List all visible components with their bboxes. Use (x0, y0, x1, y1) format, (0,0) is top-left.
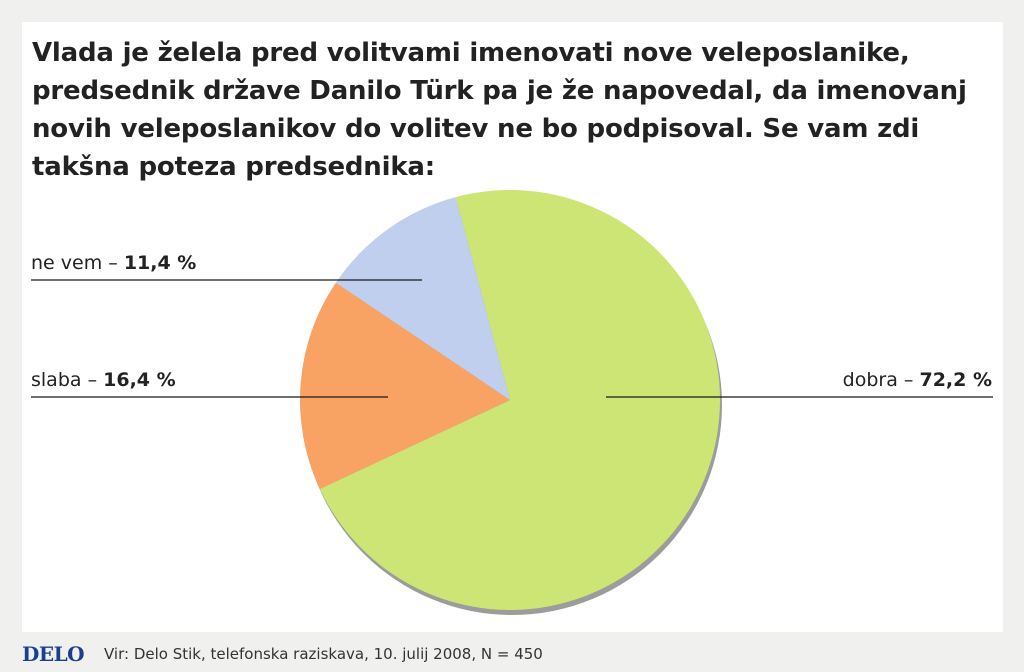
label-ne-vem: ne vem – 11,4 % (31, 252, 197, 274)
label-dobra: dobra – 72,2 % (842, 369, 992, 391)
label-slaba-name: slaba (31, 369, 82, 391)
label-dobra-value: 72,2 % (919, 369, 992, 391)
label-ne-vem-name: ne vem (31, 252, 103, 274)
source-note: Vir: Delo Stik, telefonska raziskava, 10… (104, 645, 543, 663)
label-dobra-name: dobra (842, 369, 898, 391)
pie-slice-ne-vem (335, 197, 510, 400)
pie-slice-slaba (299, 282, 510, 490)
label-slaba-value: 16,4 % (103, 369, 176, 391)
pie-slice-dobra (319, 190, 721, 611)
delo-logo: DELO (22, 642, 85, 666)
label-ne-vem-value: 11,4 % (123, 252, 197, 274)
label-slaba: slaba – 16,4 % (31, 369, 176, 391)
chart-title: Vlada je želela pred volitvami imenovati… (32, 38, 967, 182)
footer: DELO Vir: Delo Stik, telefonska raziskav… (0, 636, 1024, 672)
